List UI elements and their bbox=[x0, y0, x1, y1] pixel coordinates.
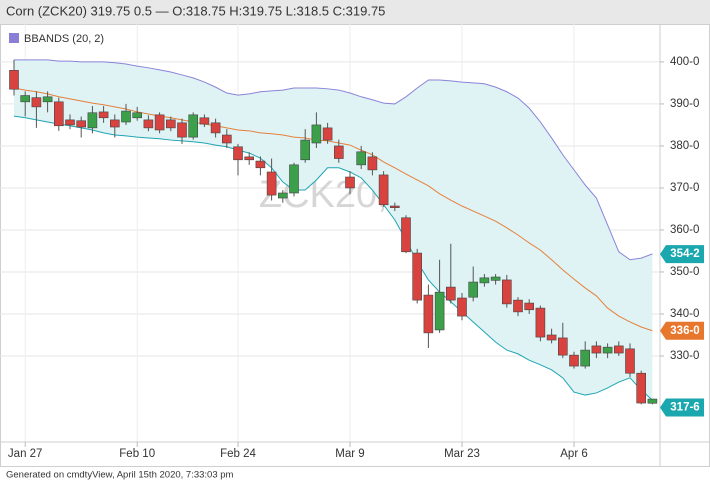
x-tick-label: Feb 24 bbox=[220, 448, 256, 460]
candle-body bbox=[177, 122, 187, 138]
candle-body bbox=[524, 302, 535, 311]
candle-body bbox=[87, 112, 98, 129]
candle-body bbox=[569, 354, 579, 367]
candle-body bbox=[244, 156, 254, 161]
candle-body bbox=[434, 291, 445, 331]
candle-body bbox=[636, 372, 647, 404]
price-tag bbox=[660, 245, 704, 264]
price-tag-label: 336-0 bbox=[670, 325, 699, 337]
candle-body bbox=[110, 119, 120, 128]
candle-body bbox=[591, 345, 602, 354]
candle-body bbox=[233, 146, 243, 161]
candle-body bbox=[479, 277, 490, 284]
candle-body bbox=[277, 192, 288, 199]
candle-body bbox=[322, 127, 333, 141]
candle-body bbox=[188, 114, 198, 138]
header-bar bbox=[0, 0, 710, 24]
candle-body bbox=[356, 151, 367, 166]
price-tag-label: 354-2 bbox=[670, 248, 699, 260]
candle-body bbox=[613, 345, 624, 354]
candle-body bbox=[367, 156, 378, 171]
candle-body bbox=[647, 398, 658, 404]
candle-body bbox=[20, 95, 31, 103]
price-tag bbox=[660, 321, 704, 340]
candle-body bbox=[535, 307, 546, 338]
footer: Generated on cmdtyView, April 15th 2020,… bbox=[6, 470, 234, 481]
y-tick-label: 390-0 bbox=[670, 98, 699, 110]
y-tick-label: 330-0 bbox=[670, 350, 699, 362]
candle-body bbox=[300, 139, 311, 161]
candle-body bbox=[412, 252, 423, 301]
candle-body bbox=[255, 160, 266, 169]
candle-body bbox=[98, 111, 109, 119]
candle-body bbox=[132, 112, 142, 119]
candle-body bbox=[468, 281, 479, 298]
band-lower bbox=[13, 115, 653, 401]
y-tick-label: 370-0 bbox=[670, 182, 699, 194]
candle-body bbox=[121, 110, 131, 123]
candle-body bbox=[401, 217, 411, 253]
candle-body bbox=[266, 171, 277, 196]
y-tick-label: 400-0 bbox=[670, 56, 699, 68]
y-tick-label: 340-0 bbox=[670, 308, 699, 320]
candle-body bbox=[378, 174, 389, 206]
candle-body bbox=[345, 176, 355, 189]
x-tick-label: Apr 6 bbox=[560, 448, 588, 460]
y-tick-label: 350-0 bbox=[670, 266, 699, 278]
candle-body bbox=[166, 119, 176, 129]
y-tick-label: 380-0 bbox=[670, 140, 699, 152]
x-tick-label: Mar 9 bbox=[335, 448, 364, 460]
candle-body bbox=[9, 70, 19, 90]
x-tick-label: Jan 27 bbox=[8, 448, 43, 460]
legend-label: BBANDS (20, 2) bbox=[24, 33, 104, 45]
band-middle bbox=[13, 87, 653, 332]
legend-swatch bbox=[9, 33, 19, 43]
candle-body bbox=[65, 119, 75, 126]
candle-body bbox=[580, 349, 591, 367]
candle-body bbox=[311, 124, 322, 144]
candle-body bbox=[546, 334, 557, 341]
candle-body bbox=[457, 297, 467, 317]
candle-body bbox=[513, 299, 523, 313]
candle-body bbox=[42, 96, 53, 103]
candle-body bbox=[154, 114, 165, 131]
band-upper bbox=[14, 59, 653, 261]
candle-body bbox=[53, 101, 64, 127]
candle-body bbox=[625, 348, 635, 374]
candle-body bbox=[76, 120, 86, 128]
band-fill bbox=[14, 59, 653, 401]
price-tag-label: 317-6 bbox=[670, 401, 699, 413]
candle-body bbox=[289, 164, 299, 194]
candle-body bbox=[143, 119, 154, 129]
candle-body bbox=[501, 279, 512, 305]
candle-body bbox=[199, 117, 210, 125]
candle-body bbox=[389, 205, 400, 208]
candle-body bbox=[333, 145, 344, 159]
candle-body bbox=[490, 276, 501, 281]
candle-body bbox=[445, 286, 456, 301]
candle-body bbox=[222, 134, 232, 144]
y-tick-label: 360-0 bbox=[670, 224, 699, 236]
candle-body bbox=[31, 97, 42, 108]
chart-title: Corn (ZCK20) 319.75 0.5 — O:318.75 H:319… bbox=[6, 3, 385, 18]
candle-body bbox=[210, 122, 221, 134]
candle-body bbox=[557, 337, 568, 356]
x-tick-label: Feb 10 bbox=[119, 448, 155, 460]
candle-body bbox=[423, 294, 434, 334]
price-tag bbox=[660, 398, 704, 417]
x-tick-label: Mar 23 bbox=[444, 448, 480, 460]
plot-area: ZCK20, 1 2 bbox=[0, 24, 660, 442]
candle-body bbox=[602, 346, 613, 354]
